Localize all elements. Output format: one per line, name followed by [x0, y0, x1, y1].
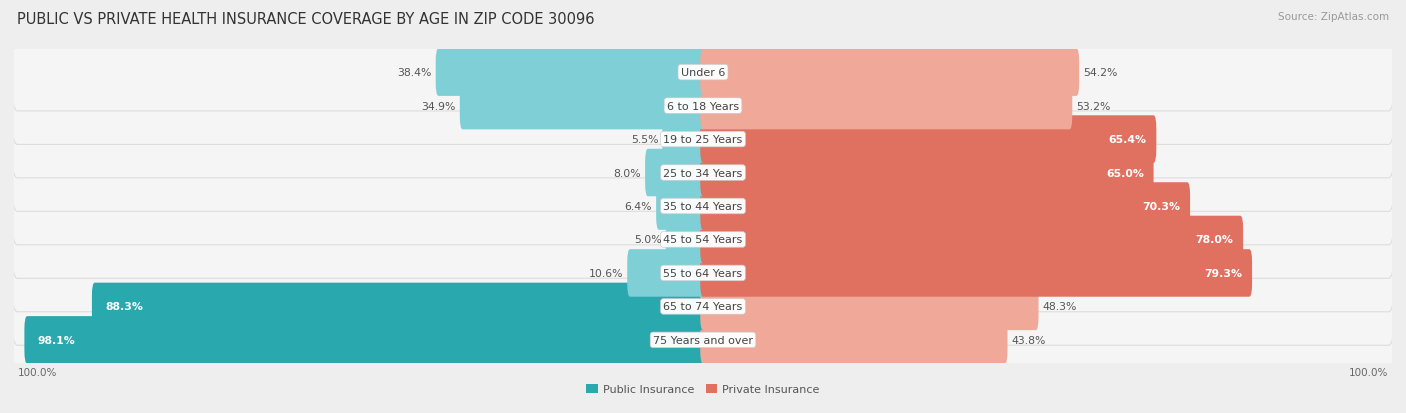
Text: 100.0%: 100.0% [17, 367, 56, 377]
Text: Under 6: Under 6 [681, 68, 725, 78]
Text: 75 Years and over: 75 Years and over [652, 335, 754, 345]
Text: PUBLIC VS PRIVATE HEALTH INSURANCE COVERAGE BY AGE IN ZIP CODE 30096: PUBLIC VS PRIVATE HEALTH INSURANCE COVER… [17, 12, 595, 27]
Text: 78.0%: 78.0% [1195, 235, 1233, 245]
Text: 88.3%: 88.3% [105, 301, 143, 312]
FancyBboxPatch shape [13, 268, 1393, 345]
Text: 45 to 54 Years: 45 to 54 Years [664, 235, 742, 245]
Text: 65.4%: 65.4% [1109, 135, 1147, 145]
Text: 79.3%: 79.3% [1205, 268, 1243, 278]
FancyBboxPatch shape [13, 168, 1393, 245]
Text: 10.6%: 10.6% [589, 268, 623, 278]
FancyBboxPatch shape [460, 83, 706, 130]
Text: 6.4%: 6.4% [624, 202, 652, 211]
FancyBboxPatch shape [13, 201, 1393, 279]
Text: 70.3%: 70.3% [1143, 202, 1181, 211]
Text: 5.5%: 5.5% [631, 135, 658, 145]
FancyBboxPatch shape [645, 150, 706, 197]
Text: 55 to 64 Years: 55 to 64 Years [664, 268, 742, 278]
Text: 100.0%: 100.0% [1350, 367, 1389, 377]
Text: 48.3%: 48.3% [1043, 301, 1077, 312]
Text: 6 to 18 Years: 6 to 18 Years [666, 101, 740, 112]
Text: 43.8%: 43.8% [1012, 335, 1046, 345]
Legend: Public Insurance, Private Insurance: Public Insurance, Private Insurance [582, 380, 824, 399]
Text: 65.0%: 65.0% [1107, 168, 1144, 178]
Text: 8.0%: 8.0% [613, 168, 641, 178]
FancyBboxPatch shape [91, 283, 706, 330]
Text: 98.1%: 98.1% [38, 335, 76, 345]
Text: Source: ZipAtlas.com: Source: ZipAtlas.com [1278, 12, 1389, 22]
FancyBboxPatch shape [657, 183, 706, 230]
Text: 25 to 34 Years: 25 to 34 Years [664, 168, 742, 178]
FancyBboxPatch shape [13, 301, 1393, 379]
FancyBboxPatch shape [666, 216, 706, 263]
FancyBboxPatch shape [627, 249, 706, 297]
FancyBboxPatch shape [13, 134, 1393, 212]
FancyBboxPatch shape [24, 316, 706, 364]
FancyBboxPatch shape [13, 101, 1393, 178]
FancyBboxPatch shape [13, 68, 1393, 145]
FancyBboxPatch shape [13, 235, 1393, 312]
FancyBboxPatch shape [700, 249, 1253, 297]
Text: 38.4%: 38.4% [396, 68, 432, 78]
FancyBboxPatch shape [662, 116, 706, 164]
FancyBboxPatch shape [700, 216, 1243, 263]
FancyBboxPatch shape [700, 116, 1156, 164]
Text: 65 to 74 Years: 65 to 74 Years [664, 301, 742, 312]
FancyBboxPatch shape [700, 183, 1189, 230]
FancyBboxPatch shape [700, 83, 1073, 130]
FancyBboxPatch shape [700, 150, 1153, 197]
FancyBboxPatch shape [700, 283, 1039, 330]
FancyBboxPatch shape [436, 49, 706, 97]
Text: 5.0%: 5.0% [634, 235, 662, 245]
FancyBboxPatch shape [13, 34, 1393, 112]
FancyBboxPatch shape [700, 316, 1008, 364]
Text: 19 to 25 Years: 19 to 25 Years [664, 135, 742, 145]
FancyBboxPatch shape [700, 49, 1080, 97]
Text: 34.9%: 34.9% [422, 101, 456, 112]
Text: 54.2%: 54.2% [1083, 68, 1118, 78]
Text: 53.2%: 53.2% [1077, 101, 1111, 112]
Text: 35 to 44 Years: 35 to 44 Years [664, 202, 742, 211]
